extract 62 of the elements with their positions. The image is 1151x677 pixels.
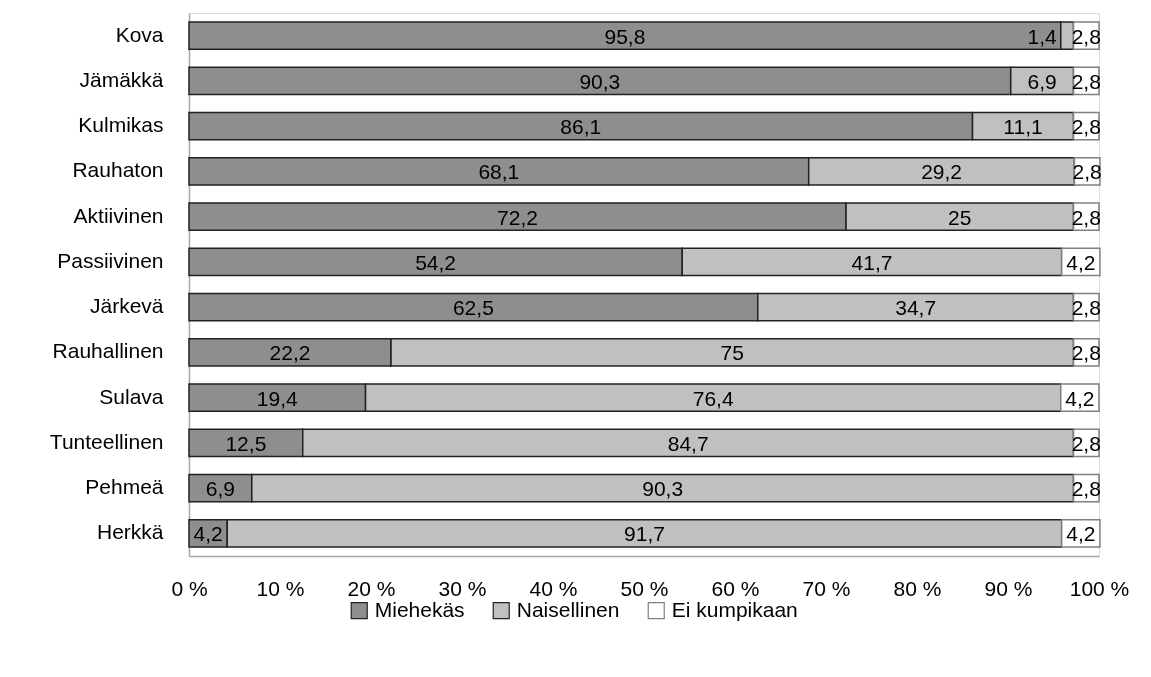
data-label: 41,7 bbox=[851, 250, 893, 274]
x-tick-label: 30 % bbox=[438, 576, 487, 600]
data-label: 2,8 bbox=[1071, 69, 1101, 93]
y-tick-label: Passiivinen bbox=[57, 248, 164, 272]
data-label: 84,7 bbox=[667, 431, 709, 455]
data-label: 19,4 bbox=[256, 386, 299, 410]
data-label: 2,8 bbox=[1071, 431, 1101, 455]
data-label: 62,5 bbox=[452, 296, 494, 320]
data-label: 91,7 bbox=[624, 522, 665, 546]
data-label: 34,7 bbox=[895, 296, 937, 320]
data-label: 11,1 bbox=[1003, 115, 1043, 139]
data-label: 2,8 bbox=[1071, 296, 1101, 320]
y-tick-label: Kulmikas bbox=[78, 113, 164, 137]
legend-label: Miehekäs bbox=[374, 597, 465, 621]
x-tick-label: 10 % bbox=[256, 576, 305, 600]
data-label: 29,2 bbox=[921, 160, 963, 184]
x-tick-label: 40 % bbox=[529, 576, 578, 600]
x-tick-label: 50 % bbox=[620, 576, 669, 600]
data-label: 22,2 bbox=[269, 341, 311, 365]
legend-label: Ei kumpikaan bbox=[671, 597, 798, 621]
data-label: 90,3 bbox=[579, 69, 621, 93]
y-tick-label: Järkevä bbox=[89, 294, 164, 318]
data-label: 6,9 bbox=[205, 477, 235, 501]
data-label: 4,2 bbox=[1066, 522, 1096, 546]
y-tick-label: Herkkä bbox=[96, 520, 164, 544]
y-tick-label: Rauhaton bbox=[72, 158, 164, 182]
data-label: 72,2 bbox=[497, 205, 538, 229]
data-label: 54,2 bbox=[415, 250, 457, 274]
data-label: 4,2 bbox=[1065, 386, 1095, 410]
y-tick-label: Aktiivinen bbox=[73, 203, 164, 227]
x-tick-label: 20 % bbox=[347, 576, 396, 600]
data-label: 1,4 bbox=[1027, 24, 1058, 48]
data-label: 2,8 bbox=[1071, 341, 1101, 365]
y-tick-label: Jämäkkä bbox=[79, 67, 164, 91]
data-label: 95,8 bbox=[604, 24, 646, 48]
data-label: 25 bbox=[948, 205, 972, 229]
y-tick-label: Rauhallinen bbox=[52, 339, 164, 363]
data-label: 4,2 bbox=[1066, 250, 1096, 274]
data-label: 2,8 bbox=[1071, 205, 1101, 229]
x-tick-label: 70 % bbox=[802, 576, 851, 600]
y-tick-label: Kova bbox=[115, 22, 164, 46]
y-tick-label: Tunteellinen bbox=[49, 429, 164, 453]
x-tick-label: 90 % bbox=[984, 576, 1033, 600]
data-label: 68,1 bbox=[478, 160, 520, 184]
y-tick-label: Pehmeä bbox=[85, 475, 164, 499]
x-tick-label: 80 % bbox=[893, 576, 942, 600]
data-label: 75 bbox=[720, 341, 744, 365]
data-label: 2,8 bbox=[1071, 115, 1101, 139]
x-tick-label: 0 % bbox=[171, 576, 208, 600]
data-label: 2,8 bbox=[1072, 160, 1102, 184]
y-tick-label: Sulava bbox=[99, 384, 164, 408]
data-label: 2,8 bbox=[1071, 477, 1101, 501]
x-tick-label: 100 % bbox=[1069, 576, 1130, 600]
legend-label: Naisellinen bbox=[516, 597, 620, 621]
data-label: 4,2 bbox=[193, 522, 223, 546]
data-label: 86,1 bbox=[560, 115, 602, 139]
data-label: 6,9 bbox=[1027, 69, 1057, 93]
data-label: 90,3 bbox=[642, 477, 684, 501]
data-label: 12,5 bbox=[225, 431, 267, 455]
x-tick-label: 60 % bbox=[711, 576, 760, 600]
data-label: 2,8 bbox=[1071, 24, 1101, 48]
data-label: 76,4 bbox=[692, 386, 734, 410]
